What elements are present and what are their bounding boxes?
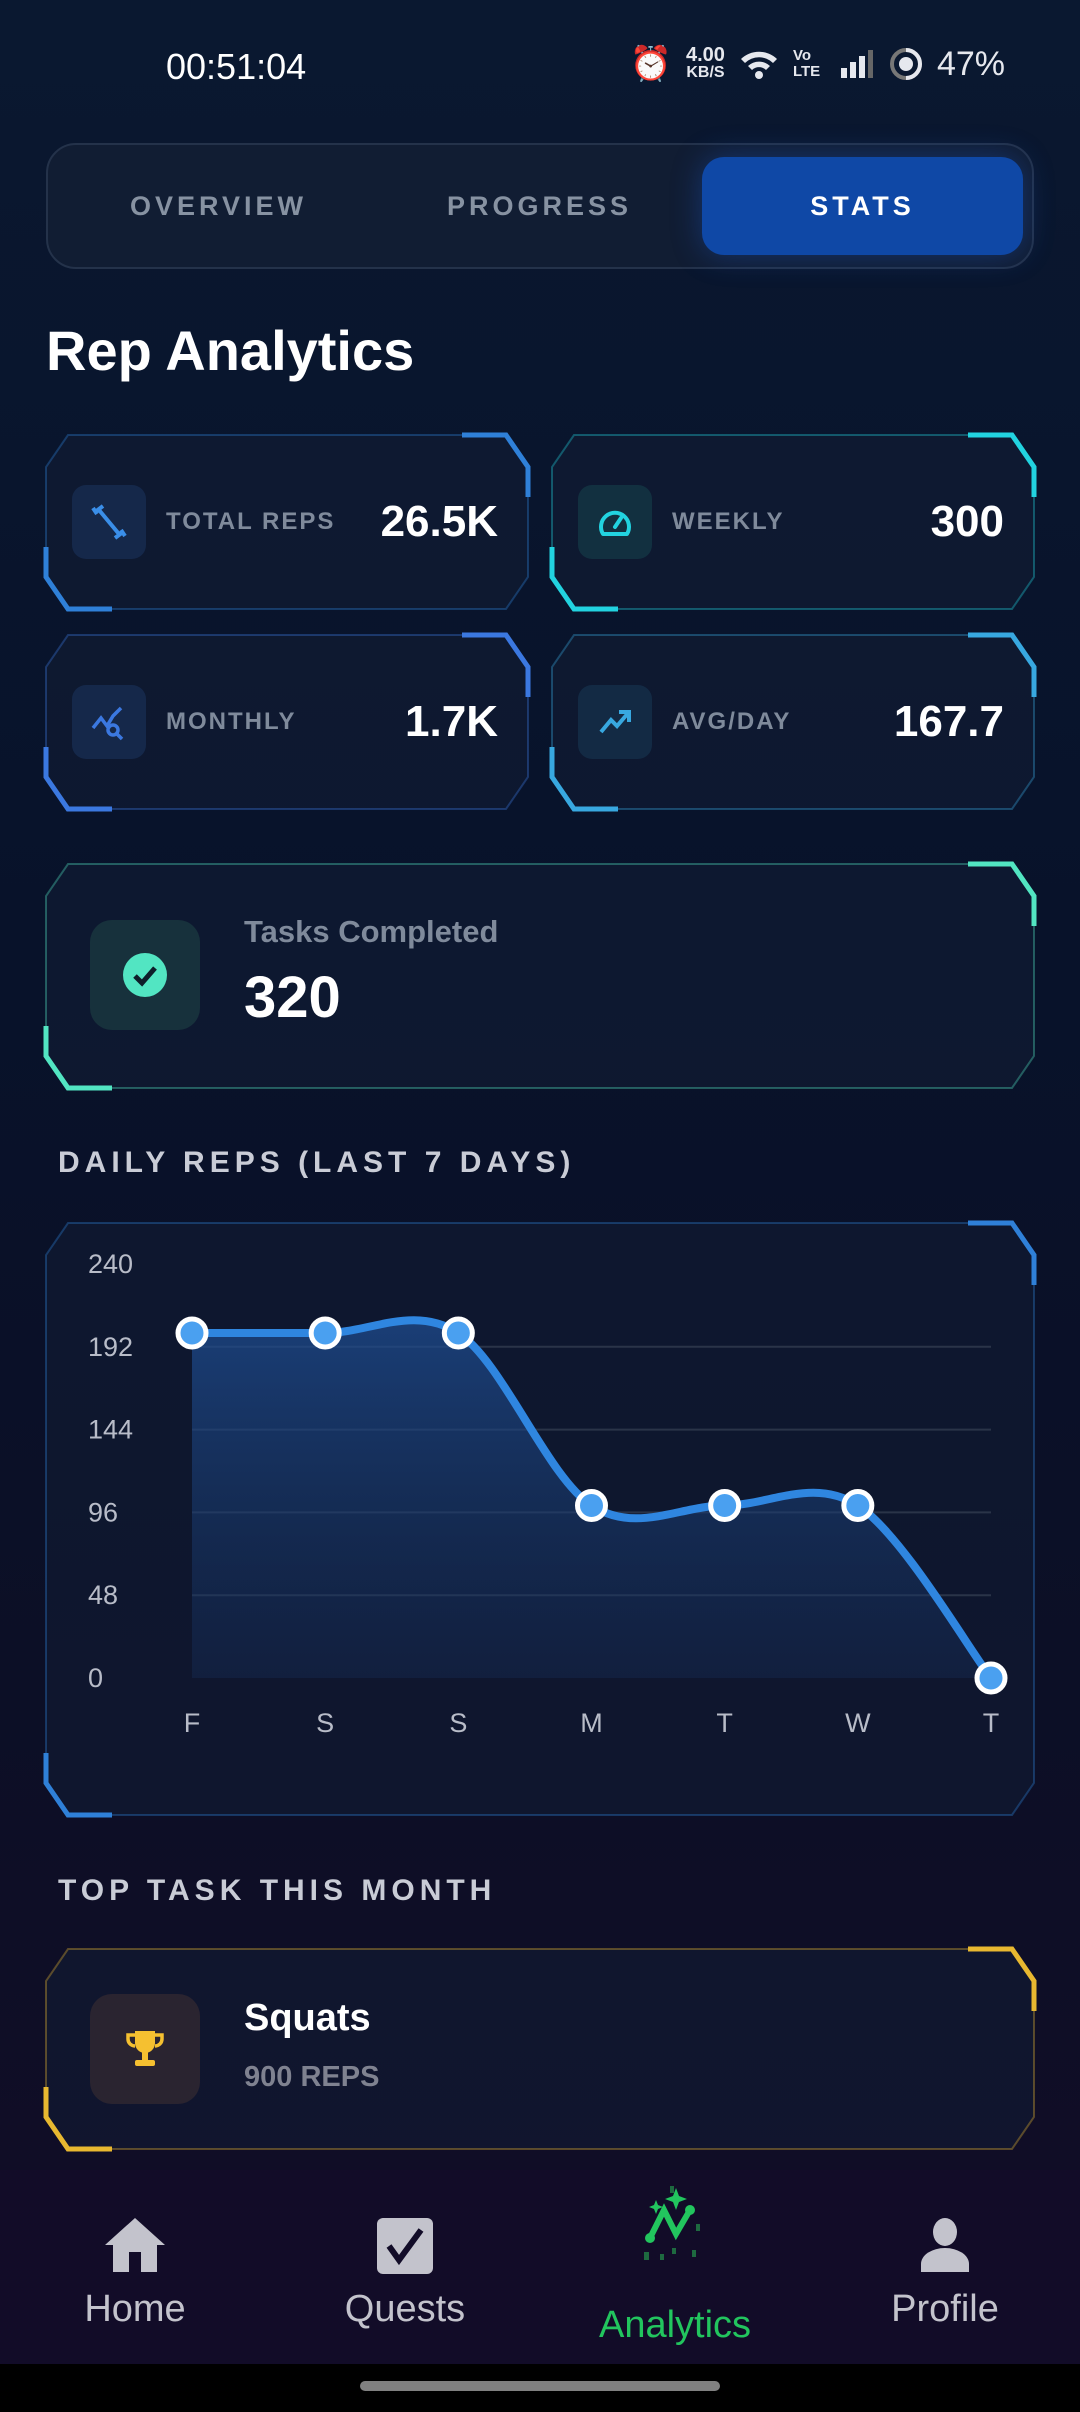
nav-label: Quests [344,2288,466,2330]
data-point[interactable] [308,1316,342,1350]
daily-reps-chart-card: 0 48 96 144 192 240 F S S M T W T [43,1220,1037,1818]
chart-section-title: DAILY REPS (LAST 7 DAYS) [58,1146,576,1179]
home-gesture-handle[interactable] [360,2381,720,2391]
dumbbell-icon [72,485,146,559]
net-speed-value: 4.00 [686,44,725,66]
stat-card-avg-day: AVG/DAY 167.7 [549,632,1037,812]
tab-overview[interactable]: OVERVIEW [129,190,308,221]
tasks-value: 320 [244,965,341,1030]
net-speed: 4.00 KB/S [686,44,725,82]
x-tick-label: T [716,1708,733,1738]
stat-value: 26.5K [380,497,498,546]
wifi-icon [740,51,777,79]
battery-percent: 47% [936,44,1005,83]
page-title: Rep Analytics [46,319,415,382]
area-fill [192,1320,991,1678]
nav-quests[interactable]: Quests [270,2170,540,2364]
net-speed-unit: KB/S [686,64,725,81]
hud-frame [43,1946,1037,2152]
stat-label: TOTAL REPS [166,508,336,535]
y-tick-label: 48 [88,1580,118,1610]
stat-card-monthly: MONTHLY 1.7K [43,632,531,812]
data-point[interactable] [708,1489,742,1522]
y-tick-label: 240 [88,1249,133,1279]
hud-frame [43,861,1037,1091]
chart-search-icon [72,685,146,759]
data-point[interactable] [974,1661,1008,1695]
y-tick-label: 0 [88,1663,103,1693]
data-point[interactable] [175,1316,209,1350]
tab-stats[interactable]: STATS [702,157,1023,255]
top-task-section-title: TOP TASK THIS MONTH [58,1874,497,1907]
stat-label: WEEKLY [672,508,785,535]
status-bar: 00:51:04 ⏰ 4.00 KB/S Vo LTE 47% [0,0,1080,120]
data-point[interactable] [841,1489,875,1522]
analytics-icon [644,2186,700,2260]
tasks-completed-card: Tasks Completed 320 [43,861,1037,1091]
tasks-label: Tasks Completed [244,914,499,949]
stat-value: 1.7K [405,697,498,746]
checkbox-icon [377,2218,433,2274]
volte-label: Vo LTE [792,47,821,80]
data-point[interactable] [575,1489,608,1522]
trophy-icon [90,1994,200,2104]
top-task-reps: 900 REPS [244,2061,380,2093]
nav-analytics[interactable]: Analytics [540,2170,810,2364]
x-tick-label: F [184,1708,201,1738]
hud-frame [549,432,1037,612]
hud-frame [549,632,1037,812]
top-task-card: Squats 900 REPS [43,1946,1037,2152]
nav-profile[interactable]: Profile [810,2170,1080,2364]
y-tick-label: 192 [88,1332,133,1362]
stat-card-weekly: WEEKLY 300 [549,432,1037,612]
check-circle-icon [90,920,200,1030]
nav-label: Home [84,2288,186,2330]
battery-icon [889,48,922,80]
tab-bar: OVERVIEW PROGRESS STATS [46,143,1034,269]
x-tick-label: M [580,1708,603,1738]
stat-value: 167.7 [893,697,1004,746]
nav-label: Analytics [598,2304,752,2346]
top-task-name: Squats [244,1997,371,2039]
y-tick-label: 96 [88,1497,118,1527]
home-icon [105,2218,165,2272]
nav-home[interactable]: Home [0,2170,270,2364]
signal-icon [840,50,873,78]
person-icon [921,2218,969,2272]
x-tick-label: T [983,1708,1000,1738]
stat-value: 300 [930,497,1004,546]
trending-up-icon [578,685,652,759]
nav-label: Profile [891,2288,999,2330]
x-tick-label: W [845,1708,871,1738]
stat-card-total-reps: TOTAL REPS 26.5K [43,432,531,612]
x-tick-label: S [316,1708,334,1738]
status-icons: ⏰ 4.00 KB/S Vo LTE 47% [630,44,1005,84]
status-time: 00:51:04 [166,46,307,87]
bottom-nav: Home Quests Analytics Profile [0,2170,1080,2364]
x-tick-label: S [449,1708,467,1738]
y-tick-label: 144 [88,1415,133,1445]
alarm-icon: ⏰ [629,45,672,83]
stat-label: MONTHLY [166,708,297,735]
stat-label: AVG/DAY [672,708,792,735]
hud-frame [43,432,531,612]
hud-frame [43,632,531,812]
data-point[interactable] [441,1316,475,1350]
speedometer-icon [578,485,652,559]
daily-reps-chart: 0 48 96 144 192 240 F S S M T W T [88,1249,1008,1738]
tab-progress[interactable]: PROGRESS [446,190,633,221]
